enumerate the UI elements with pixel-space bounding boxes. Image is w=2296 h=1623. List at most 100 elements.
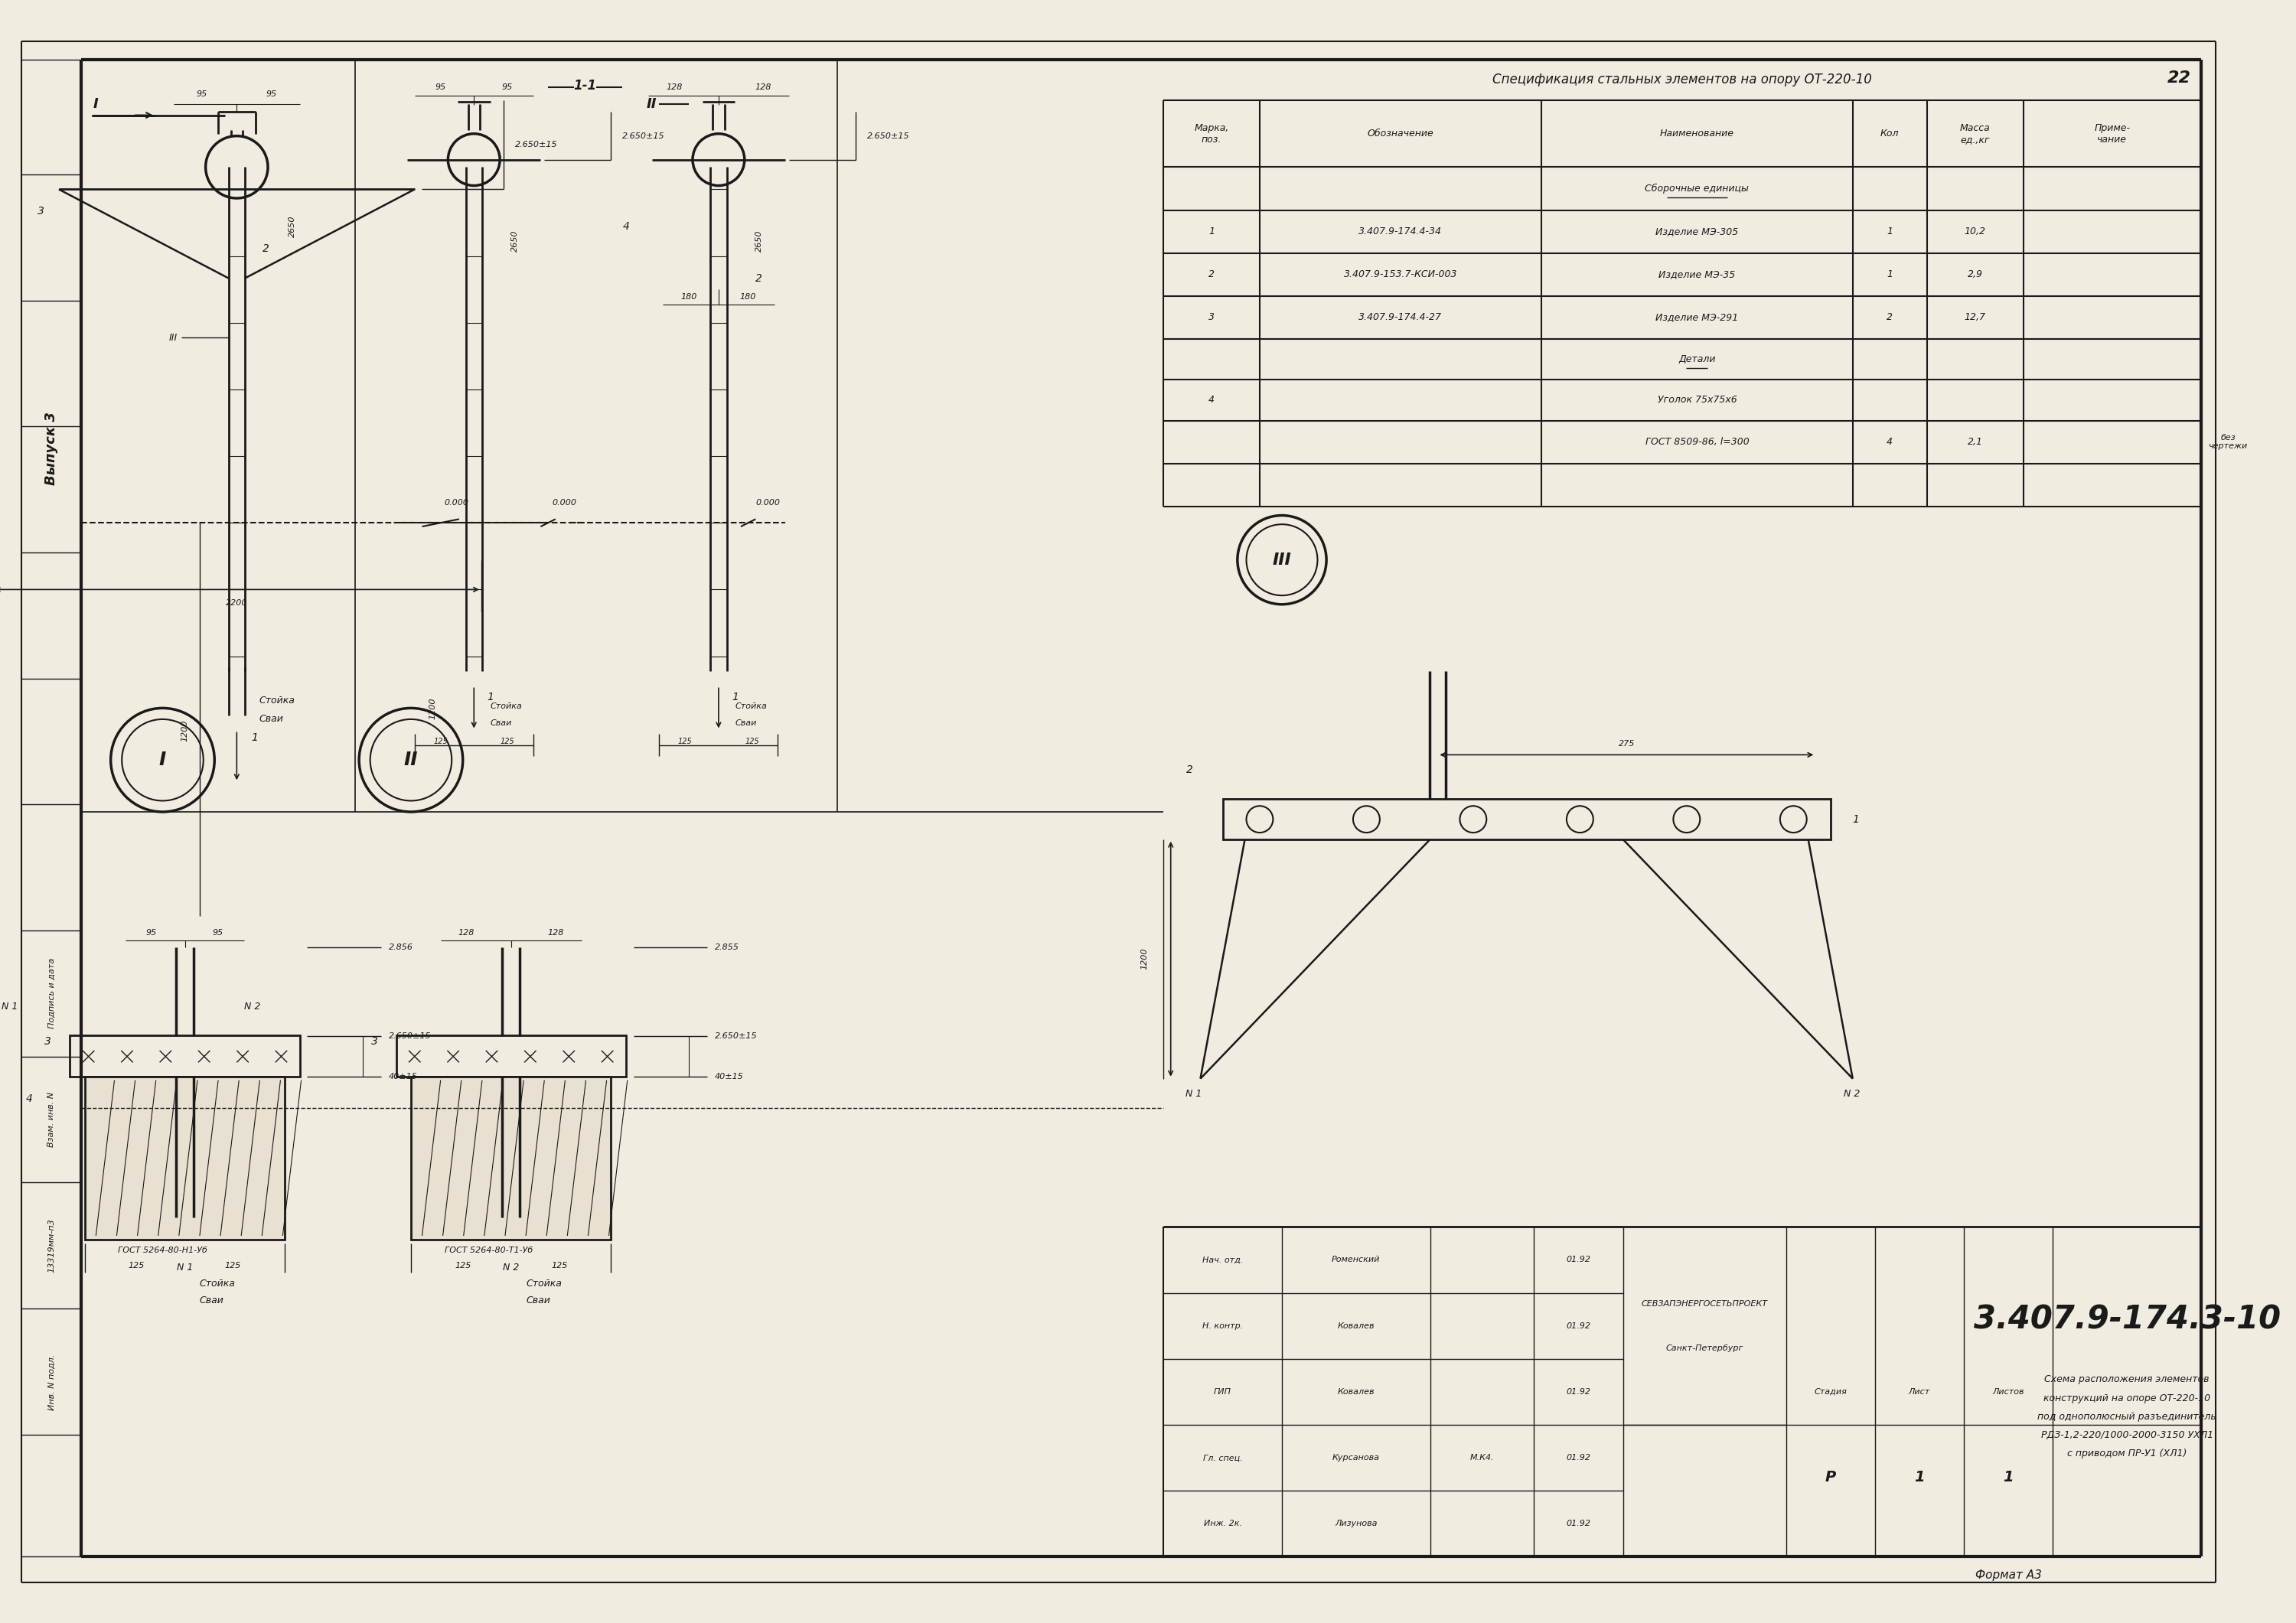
Text: 3: 3 — [37, 206, 44, 217]
Text: Ковалев: Ковалев — [1339, 1323, 1375, 1329]
Text: 40±15: 40±15 — [388, 1073, 418, 1081]
Text: Изделие МЭ-291: Изделие МЭ-291 — [1655, 313, 1738, 323]
Text: 01.92: 01.92 — [1566, 1323, 1591, 1329]
Text: 275: 275 — [1619, 740, 1635, 748]
Text: 125: 125 — [677, 737, 693, 745]
Circle shape — [1460, 807, 1486, 833]
Text: 128: 128 — [755, 83, 771, 91]
Text: N 1: N 1 — [177, 1263, 193, 1272]
Text: Марка,
поз.: Марка, поз. — [1194, 123, 1228, 144]
Text: конструкций на опоре ОТ-220-10: конструкций на опоре ОТ-220-10 — [2043, 1393, 2211, 1402]
Text: 4: 4 — [25, 1094, 32, 1104]
Text: 3.407.9-174.4-27: 3.407.9-174.4-27 — [1359, 313, 1442, 323]
Text: 2.650±15: 2.650±15 — [622, 131, 666, 140]
Text: 1: 1 — [487, 691, 494, 703]
Text: 1200: 1200 — [1141, 948, 1148, 971]
Text: 2: 2 — [1887, 313, 1892, 323]
Text: 180: 180 — [739, 292, 755, 300]
Text: 2: 2 — [1208, 269, 1215, 279]
Text: Стойка: Стойка — [259, 696, 294, 706]
Text: Курсанова: Курсанова — [1332, 1454, 1380, 1462]
Text: II: II — [404, 751, 418, 769]
Text: М.К4.: М.К4. — [1469, 1454, 1495, 1462]
Text: 125: 125 — [501, 737, 514, 745]
Text: Приме-
чание: Приме- чание — [2094, 123, 2131, 144]
Text: 95: 95 — [214, 928, 223, 936]
Circle shape — [1779, 807, 1807, 833]
Text: 1: 1 — [253, 732, 259, 743]
Text: 3.407.9-174.4-34: 3.407.9-174.4-34 — [1359, 227, 1442, 237]
Text: N 2: N 2 — [503, 1263, 519, 1272]
Text: 2650: 2650 — [755, 230, 762, 252]
Text: Листов: Листов — [1993, 1388, 2025, 1396]
Text: 95: 95 — [197, 91, 207, 99]
Text: Роменский: Роменский — [1332, 1256, 1380, 1264]
Text: 2.650±15: 2.650±15 — [714, 1032, 758, 1040]
Text: 2: 2 — [262, 243, 269, 253]
Text: 1: 1 — [732, 691, 739, 703]
Text: 1: 1 — [1853, 813, 1860, 824]
Text: 0.000: 0.000 — [755, 498, 781, 506]
Text: 01.92: 01.92 — [1566, 1256, 1591, 1264]
Text: 3: 3 — [370, 1035, 377, 1047]
Text: N 2: N 2 — [243, 1001, 259, 1011]
Text: 2.856: 2.856 — [388, 943, 413, 951]
Text: 2,9: 2,9 — [1968, 269, 1984, 279]
Text: Стойка: Стойка — [735, 703, 767, 711]
Text: Р: Р — [1825, 1470, 1837, 1485]
Text: 4: 4 — [1887, 437, 1892, 446]
Text: I: I — [158, 751, 165, 769]
Text: ГОСТ 8509-86, l=300: ГОСТ 8509-86, l=300 — [1646, 437, 1750, 446]
Text: 4: 4 — [1208, 394, 1215, 406]
Text: Взам. инв. N: Взам. инв. N — [48, 1092, 55, 1147]
Text: 0.000: 0.000 — [445, 498, 468, 506]
Bar — [1224, 799, 1830, 839]
Text: Подпись и дата: Подпись и дата — [48, 958, 55, 1029]
Text: Сваи: Сваи — [735, 719, 758, 727]
Text: 128: 128 — [666, 83, 682, 91]
Circle shape — [1674, 807, 1699, 833]
Text: 2.650±15: 2.650±15 — [868, 131, 909, 140]
Text: 125: 125 — [744, 737, 760, 745]
Text: Спецификация стальных элементов на опору ОТ-220-10: Спецификация стальных элементов на опору… — [1492, 73, 1871, 86]
Text: Детали: Детали — [1678, 354, 1715, 365]
Text: Лист: Лист — [1908, 1388, 1931, 1396]
Text: 1: 1 — [1887, 227, 1892, 237]
Text: ГОСТ 5264-80-Н1-Уб: ГОСТ 5264-80-Н1-Уб — [117, 1246, 207, 1255]
Text: 95: 95 — [147, 928, 156, 936]
Text: 0.000: 0.000 — [551, 498, 576, 506]
Text: Гл. спец.: Гл. спец. — [1203, 1454, 1242, 1462]
Text: 2200: 2200 — [225, 599, 248, 607]
Text: 3.407.9-153.7-КСИ-003: 3.407.9-153.7-КСИ-003 — [1343, 269, 1458, 279]
Text: 128: 128 — [546, 928, 563, 936]
Text: Стойка: Стойка — [491, 703, 521, 711]
Text: Сборочные единицы: Сборочные единицы — [1644, 183, 1750, 193]
Text: под однополюсный разъединитель: под однополюсный разъединитель — [2037, 1412, 2216, 1422]
Text: Стойка: Стойка — [526, 1279, 563, 1289]
Text: 2.855: 2.855 — [714, 943, 739, 951]
Text: ГИП: ГИП — [1215, 1388, 1231, 1396]
Text: Н. контр.: Н. контр. — [1203, 1323, 1242, 1329]
Text: 1: 1 — [2002, 1470, 2014, 1485]
Text: 1-1: 1-1 — [574, 78, 597, 93]
Text: 95: 95 — [266, 91, 278, 99]
Text: РДЗ-1,2-220/1000-2000-3150 УХЛ1: РДЗ-1,2-220/1000-2000-3150 УХЛ1 — [2041, 1430, 2213, 1440]
Text: 13319мм-п3: 13319мм-п3 — [48, 1219, 55, 1272]
Text: 12,7: 12,7 — [1965, 313, 1986, 323]
Text: 2650: 2650 — [512, 230, 519, 252]
Text: 2.650±15: 2.650±15 — [514, 141, 558, 149]
Text: 10,2: 10,2 — [1965, 227, 1986, 237]
Text: Наименование: Наименование — [1660, 128, 1733, 138]
Text: Санкт-Петербург: Санкт-Петербург — [1665, 1344, 1743, 1352]
Bar — [69, 1035, 301, 1076]
Text: Стадия: Стадия — [1814, 1388, 1846, 1396]
Text: 125: 125 — [455, 1261, 471, 1269]
Text: 1200: 1200 — [429, 698, 436, 719]
Text: 3.407.9-174.3-10: 3.407.9-174.3-10 — [1975, 1303, 2280, 1336]
Circle shape — [1247, 807, 1272, 833]
Text: 1200: 1200 — [181, 719, 188, 742]
Text: 125: 125 — [225, 1261, 241, 1269]
Text: Выпуск 3: Выпуск 3 — [44, 412, 57, 485]
Text: 2: 2 — [755, 273, 762, 284]
Text: N 1: N 1 — [1185, 1089, 1201, 1099]
